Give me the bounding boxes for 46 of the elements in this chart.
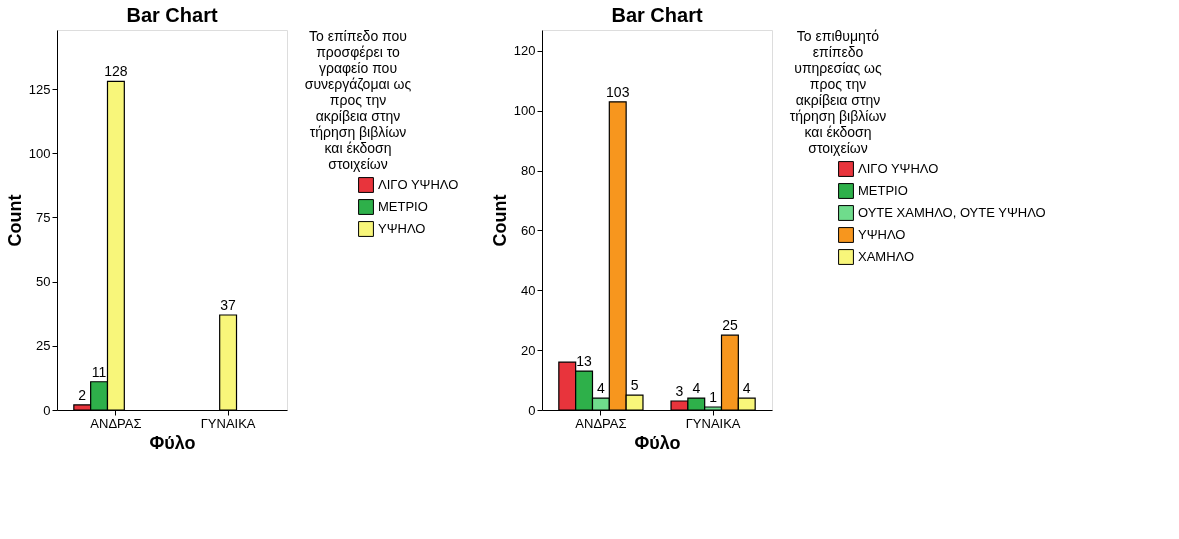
data-label: 128	[104, 63, 128, 80]
data-label: 4	[742, 380, 751, 397]
y-tick-label: 75	[36, 209, 51, 225]
legend-label: ΜΕΤΡΙΟ	[378, 199, 428, 214]
x-tick-label: ΓΥΝΑΙΚΑ	[200, 415, 256, 431]
y-tick-label: 100	[28, 145, 51, 161]
data-label: 2	[78, 386, 87, 403]
chart-title: Bar Chart	[126, 4, 218, 26]
x-axis-title: Φύλο	[634, 432, 681, 453]
y-tick-label: 25	[36, 338, 51, 354]
x-axis-title: Φύλο	[149, 432, 196, 453]
data-label: 4	[597, 380, 605, 397]
y-tick-label: 120	[513, 43, 536, 59]
y-tick-label: 0	[43, 402, 51, 418]
y-tick-label: 80	[521, 163, 536, 179]
data-label: 5	[630, 377, 639, 394]
y-tick-label: 50	[36, 274, 51, 290]
legend-label: ΟΥΤΕ ΧΑΜΗΛΟ, ΟΥΤΕ ΥΨΗΛΟ	[858, 205, 1046, 220]
data-label: 13	[576, 353, 593, 370]
data-label: 4	[692, 380, 701, 397]
data-label: 25	[722, 317, 738, 334]
data-label: 103	[606, 83, 630, 100]
data-label: 11	[91, 363, 107, 380]
legend-title: Το επιθυμητό επίπεδο υπηρεσίας ως προς την ακρίβεια στην τήρηση βιβλίων και έκδοση στοιχείων	[789, 28, 887, 156]
legend-label: ΥΨΗΛΟ	[378, 221, 426, 236]
y-tick-label: 0	[528, 402, 536, 418]
legend-label: ΥΨΗΛΟ	[858, 227, 906, 242]
y-tick-label: 125	[28, 81, 51, 97]
legend-label: ΧΑΜΗΛΟ	[858, 249, 915, 264]
y-tick-label: 20	[521, 342, 536, 358]
y-tick-label: 60	[521, 222, 536, 238]
chart-title: Bar Chart	[611, 4, 703, 26]
legend-label: ΛΙΓΟ ΥΨΗΛΟ	[378, 177, 459, 192]
data-label: 3	[675, 383, 684, 400]
y-axis-title: Count	[4, 194, 25, 247]
legend-label: ΜΕΤΡΙΟ	[858, 183, 908, 198]
x-tick-label: ΑΝΔΡΑΣ	[575, 415, 627, 431]
data-label: 1	[709, 389, 718, 406]
y-tick-label: 100	[513, 103, 536, 119]
y-axis-title: Count	[489, 194, 510, 247]
data-label: 37	[220, 297, 237, 313]
legend-label: ΛΙΓΟ ΥΨΗΛΟ	[858, 161, 939, 176]
x-tick-label: ΓΥΝΑΙΚΑ	[685, 415, 741, 431]
x-tick-label: ΑΝΔΡΑΣ	[90, 415, 142, 431]
y-tick-label: 40	[521, 282, 536, 298]
text: Το επίπεδο που προσφέρει το γραφείο που συνεργάζομαι ως προς την ακρίβεια στην τήρηση βιβλίων και έκδοση στοιχείων	[304, 28, 412, 172]
